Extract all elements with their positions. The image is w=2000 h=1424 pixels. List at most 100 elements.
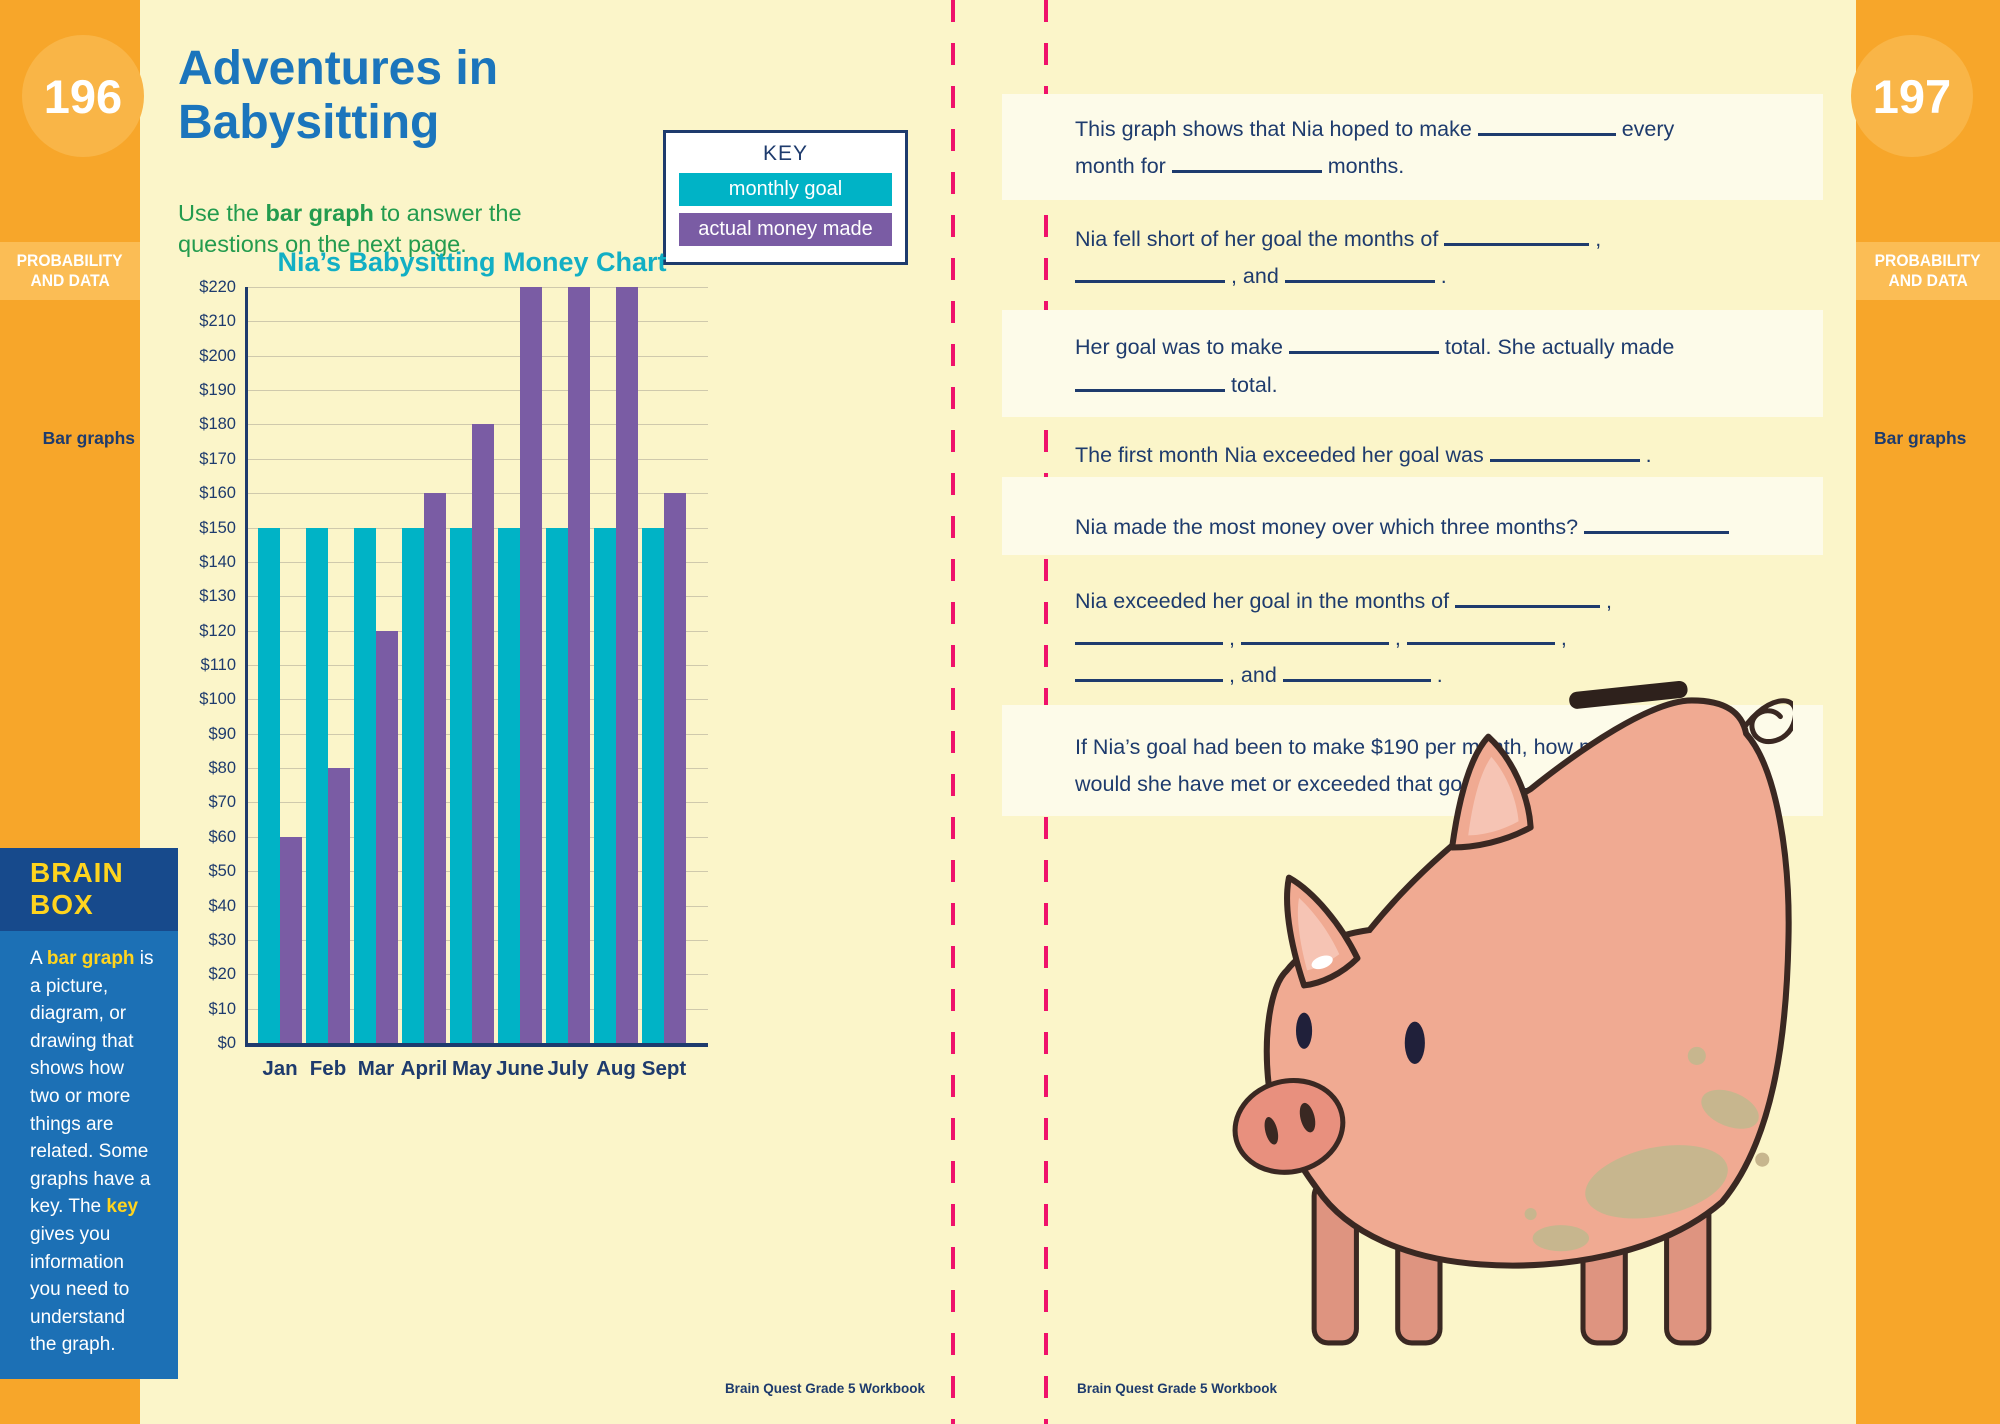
y-tick-label: $70 <box>208 793 236 812</box>
answer-blank <box>1477 118 1616 136</box>
y-tick-label: $30 <box>208 930 236 949</box>
y-tick-label: $110 <box>200 656 236 674</box>
y-tick-label: $40 <box>208 896 236 915</box>
page-title: Adventures in Babysitting <box>178 42 499 149</box>
question-2: Nia fell short of her goal the months of… <box>1075 227 1602 288</box>
y-tick-label: $160 <box>199 484 236 503</box>
y-tick-label: $50 <box>208 862 236 881</box>
y-tick-label: $60 <box>208 827 236 846</box>
page-number: 196 <box>43 69 123 123</box>
y-tick-label: $190 <box>199 381 236 400</box>
pig-mud-patches <box>1524 1046 1770 1252</box>
answer-blank <box>1171 155 1322 173</box>
x-tick-label: Jan <box>262 1057 298 1080</box>
question-5: Nia made the most money over which three… <box>1075 508 1835 546</box>
page-number: 197 <box>1872 69 1952 123</box>
question-highlight-band <box>1002 310 1823 417</box>
y-tick-label: $170 <box>199 449 236 468</box>
y-tick-label: $20 <box>208 965 236 984</box>
key-item-monthly-goal: monthly goal <box>679 173 892 206</box>
bar-aug-goal <box>594 527 616 1043</box>
x-tick-label: Mar <box>357 1057 395 1080</box>
bar-april-actual <box>424 493 446 1043</box>
answer-blank <box>1284 265 1435 283</box>
bar-jan-actual <box>280 836 302 1043</box>
bar-may-actual <box>472 424 494 1043</box>
y-tick-label: $80 <box>208 759 236 778</box>
bar-sept-actual <box>664 493 686 1043</box>
x-tick-label: July <box>547 1057 589 1080</box>
bar-chart: $0 $10 $20 $30 $40 $50 $60 $70 $80 $90 $100 $110 $12… <box>199 278 708 1080</box>
question-3: Her goal was to make total. She actually… <box>1075 335 1675 397</box>
gridline <box>248 287 708 288</box>
bar-july-actual <box>568 287 590 1043</box>
gridline <box>248 355 708 357</box>
bar-april-goal <box>402 527 424 1043</box>
answer-blank <box>1240 627 1389 645</box>
y-tick-label: $100 <box>199 690 236 709</box>
bar-sept-goal <box>642 527 664 1043</box>
y-tick-label: $90 <box>208 724 236 743</box>
question-1: This graph shows that Nia hoped to make … <box>1075 117 1675 178</box>
page-number-badge: 196 <box>22 35 144 157</box>
bar-feb-actual <box>328 768 350 1043</box>
cut-line-left <box>951 0 955 1424</box>
pig-eye <box>1404 1021 1425 1064</box>
section-label: PROBABILITY AND DATA <box>1856 242 2000 300</box>
bar-mar-actual <box>376 630 398 1043</box>
answer-blank <box>1075 627 1223 645</box>
answer-blank <box>1075 664 1223 682</box>
answer-blank <box>1075 374 1225 392</box>
bar-june-goal <box>498 527 520 1043</box>
x-tick-label: April <box>400 1057 448 1080</box>
gridline <box>248 390 708 392</box>
page-subtitle: Use the bar graph to answer the question… <box>178 200 522 257</box>
chart-title: Nia’s Babysitting Money Chart <box>277 247 667 277</box>
bar-may-goal <box>450 527 472 1043</box>
answer-blank <box>1075 265 1225 283</box>
pig-snout <box>1232 1078 1346 1175</box>
question-highlight-band <box>1002 477 1823 555</box>
bar-feb-goal <box>306 527 328 1043</box>
y-tick-label: $200 <box>199 346 236 365</box>
key-item-actual-money-made: actual money made <box>679 213 892 246</box>
y-tick-label: $150 <box>199 518 236 537</box>
y-tick-label: $10 <box>208 999 236 1018</box>
pig-body <box>1263 697 1792 1269</box>
pig-tail <box>1734 698 1793 745</box>
y-tick-label: $120 <box>199 621 236 640</box>
answer-blank <box>1288 336 1439 354</box>
answer-blank <box>1489 444 1640 462</box>
answer-blank <box>1444 228 1590 246</box>
answer-blank <box>1455 590 1601 608</box>
y-axis <box>245 287 248 1047</box>
answer-blank <box>1406 627 1555 645</box>
question-highlight-band <box>1002 94 1823 200</box>
x-tick-label: June <box>496 1057 544 1080</box>
left-page-footer: Brain Quest Grade 5 Workbook <box>724 1381 925 1396</box>
brain-box-text: A bar graph is a picture, diagram, or dr… <box>0 931 178 1379</box>
y-tick-label: $140 <box>199 552 236 571</box>
answer-blank <box>1282 664 1431 682</box>
x-tick-label: Sept <box>641 1057 687 1080</box>
y-tick-label: $130 <box>199 587 236 606</box>
y-tick-label: $220 <box>199 278 236 296</box>
x-tick-label: May <box>452 1057 492 1080</box>
page-number-badge: 197 <box>1851 35 1973 157</box>
y-tick-label: $180 <box>199 415 236 434</box>
bar-june-actual <box>520 287 542 1043</box>
bar-aug-actual <box>616 287 638 1043</box>
pig-eye <box>1296 1012 1313 1049</box>
question-4: The first month Nia exceeded her goal wa… <box>1075 443 1652 467</box>
x-tick-label: Feb <box>309 1057 347 1080</box>
gridline <box>248 321 708 323</box>
right-sidebar: 197 PROBABILITY AND DATA Bar graphs <box>1851 0 2000 1424</box>
x-tick-label: Aug <box>596 1057 636 1080</box>
chart-key: KEY monthly goal actual money made <box>663 130 908 265</box>
topic-label: Bar graphs <box>42 428 135 448</box>
bar-july-goal <box>546 527 568 1043</box>
answer-blank <box>1584 516 1730 534</box>
x-axis <box>245 1043 708 1047</box>
piggy-bank-illustration <box>1232 680 1793 1346</box>
